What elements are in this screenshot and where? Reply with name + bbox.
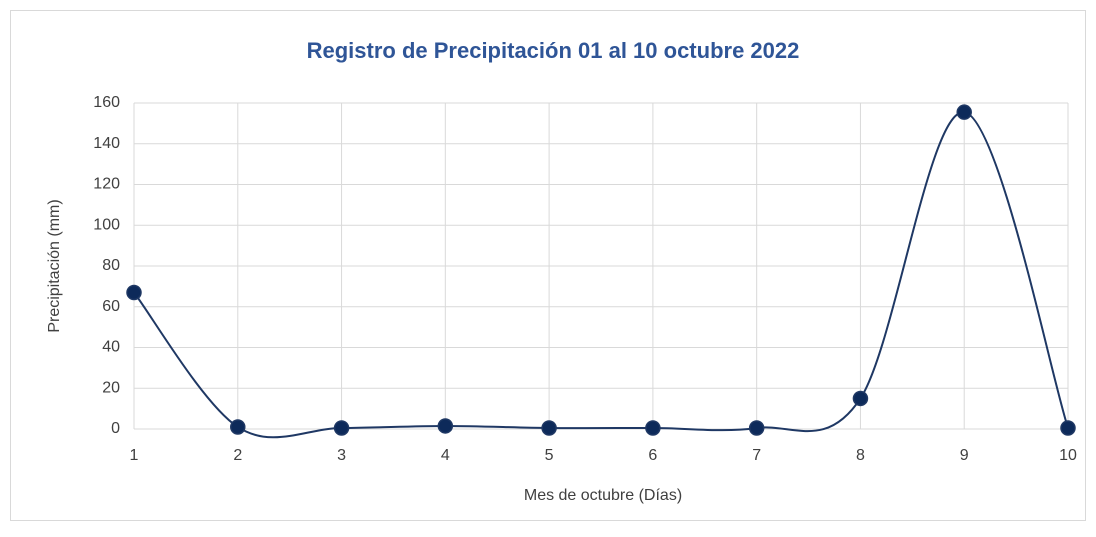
x-tick-label: 3 xyxy=(337,447,346,464)
x-axis-label: Mes de octubre (Días) xyxy=(524,487,682,504)
point xyxy=(126,284,142,301)
x-tick-label: 2 xyxy=(233,447,242,464)
x-tick-label: 5 xyxy=(545,447,554,464)
x-tick-label: 6 xyxy=(648,447,657,464)
x-tick-label: 7 xyxy=(752,447,761,464)
y-tick-label: 20 xyxy=(102,379,120,396)
point xyxy=(541,420,557,436)
y-tick-label: 0 xyxy=(111,420,120,437)
point xyxy=(437,418,454,434)
y-tick-label: 120 xyxy=(93,176,120,193)
x-tick-label: 10 xyxy=(1059,447,1077,464)
y-tick-label: 100 xyxy=(93,216,120,233)
y-tick-label: 60 xyxy=(102,298,120,315)
y-tick-label: 40 xyxy=(102,339,120,356)
y-tick-label: 140 xyxy=(93,135,120,152)
chart-title: Registro de Precipitación 01 al 10 octub… xyxy=(307,38,800,63)
point xyxy=(748,420,765,436)
x-tick-label: 9 xyxy=(960,447,969,464)
x-tick-label: 4 xyxy=(441,447,450,464)
x-tick-label: 8 xyxy=(856,447,865,464)
y-tick-label: 80 xyxy=(102,257,120,274)
point xyxy=(1060,420,1076,436)
y-axis-label: Precipitación (mm) xyxy=(46,199,63,332)
x-tick-label: 1 xyxy=(130,447,139,464)
point xyxy=(645,420,661,436)
point xyxy=(333,420,350,436)
point xyxy=(956,104,972,120)
point xyxy=(852,390,869,407)
y-tick-label: 160 xyxy=(93,94,120,111)
point xyxy=(230,419,246,435)
